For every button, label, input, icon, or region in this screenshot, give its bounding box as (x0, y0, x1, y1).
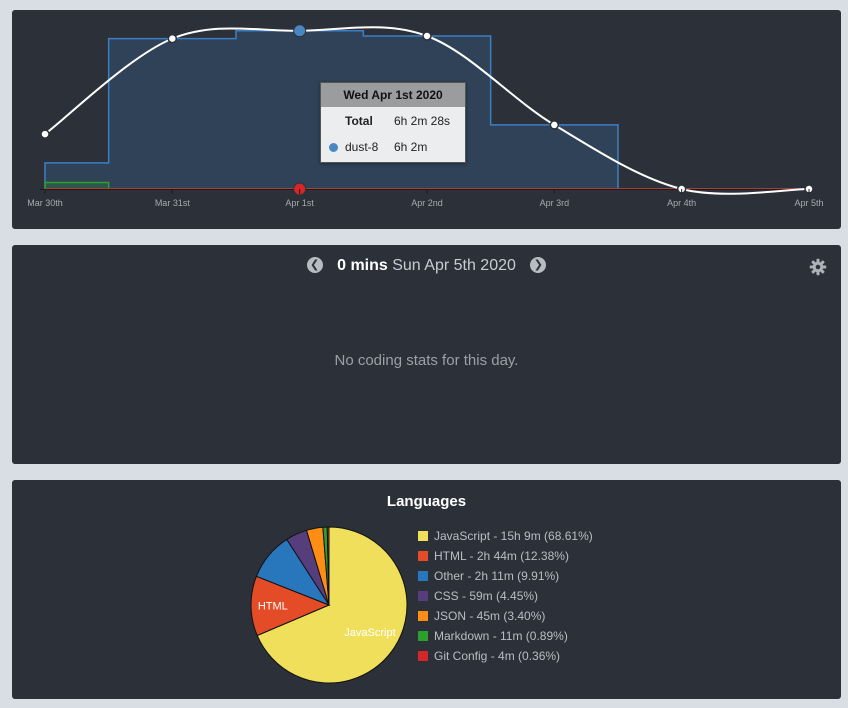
legend-item[interactable]: JavaScript - 15h 9m (68.61%) (418, 529, 593, 549)
tooltip-project-value: 6h 2m (394, 140, 428, 154)
total-point (549, 120, 560, 130)
tooltip-total-label: Total (345, 114, 373, 128)
total-point (167, 33, 178, 44)
total-point-highlight (293, 24, 307, 38)
day-date: Sun Apr 5th 2020 (392, 257, 516, 274)
x-tick-label: Mar 31st (155, 198, 191, 208)
tooltip-project-name: dust-8 (345, 140, 379, 154)
legend-item[interactable]: Other - 2h 11m (9.91%) (418, 569, 593, 589)
legend-item[interactable]: HTML - 2h 44m (12.38%) (418, 549, 593, 569)
x-tick-label: Apr 4th (667, 198, 696, 208)
tooltip-total-value: 6h 2m 28s (394, 114, 451, 128)
legend-item[interactable]: Git Config - 4m (0.36%) (418, 649, 593, 669)
legend-swatch (418, 631, 428, 641)
legend-label: Markdown - 11m (0.89%) (434, 629, 568, 643)
x-tick-label: Apr 1st (285, 198, 314, 208)
pie-slice-6 (326, 526, 330, 606)
languages-title: Languages (386, 493, 467, 510)
legend-label: Git Config - 4m (0.36%) (434, 649, 561, 663)
tooltip-total-row: Total 6h 2m 28s (321, 111, 465, 131)
legend-swatch (418, 531, 428, 541)
pie-slice-0 (256, 526, 408, 684)
day-summary-panel: ❮ 0 mins Sun Apr 5th 2020 ❯ No coding st… (12, 245, 841, 464)
legend-item[interactable]: JSON - 45m (3.40%) (418, 609, 593, 629)
legend-label: CSS - 59m (4.45%) (434, 589, 539, 603)
legend-swatch (418, 611, 428, 621)
pie-slice-1 (250, 575, 331, 637)
pie-label-html: HTML (258, 601, 288, 613)
x-tick-label: Apr 5th (794, 198, 823, 208)
pie-label-javascript: JavaScript (344, 627, 395, 639)
legend-label: Other - 2h 11m (9.91%) (434, 569, 560, 583)
gear-icon[interactable] (809, 258, 827, 276)
x-tick-label: Mar 30th (27, 198, 63, 208)
languages-panel: Languages JavaScript HTML JavaScript - 15… (12, 480, 841, 699)
chevron-right-icon[interactable]: ❯ (530, 256, 547, 273)
x-tick-label: Apr 2nd (411, 198, 443, 208)
legend-item[interactable]: CSS - 59m (4.45%) (418, 589, 593, 609)
project-color-dot (329, 143, 338, 152)
legend-swatch (418, 551, 428, 561)
chart-tooltip: Wed Apr 1st 2020 Total 6h 2m 28s dust-8 … (320, 82, 466, 163)
tooltip-project-row: dust-8 6h 2m (321, 137, 465, 157)
day-header: ❮ 0 mins Sun Apr 5th 2020 ❯ (12, 256, 841, 279)
legend-swatch (418, 651, 428, 661)
day-total-mins: 0 mins (337, 257, 388, 274)
timeline-panel: Mar 30th Mar 31st Apr 1st Apr 2nd Apr 3rd Apr… (12, 10, 841, 229)
legend-label: JavaScript - 15h 9m (68.61%) (434, 529, 593, 543)
x-tick-label: Apr 3rd (540, 198, 570, 208)
total-point (422, 31, 432, 41)
legend-swatch (418, 591, 428, 601)
total-point (40, 129, 50, 139)
empty-state-message: No coding stats for this day. (334, 352, 519, 369)
legend-swatch (418, 571, 428, 581)
languages-pie-chart[interactable]: JavaScript HTML (12, 480, 841, 699)
legend-label: JSON - 45m (3.40%) (434, 609, 546, 623)
languages-legend: JavaScript - 15h 9m (68.61%) HTML - 2h 44… (418, 529, 593, 669)
legend-label: HTML - 2h 44m (12.38%) (434, 549, 569, 563)
chevron-left-icon[interactable]: ❮ (306, 256, 323, 273)
tooltip-title: Wed Apr 1st 2020 (321, 83, 465, 107)
legend-item[interactable]: Markdown - 11m (0.89%) (418, 629, 593, 649)
